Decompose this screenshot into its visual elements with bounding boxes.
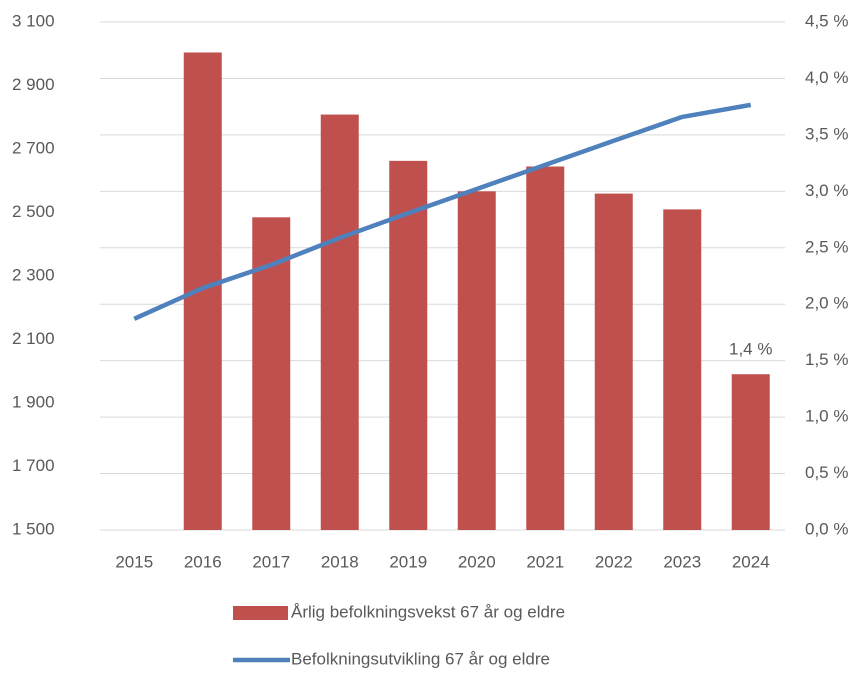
y-tick-label: 1 500 — [12, 519, 55, 538]
x-tick-label: 2024 — [732, 552, 770, 571]
y-tick-label: 2 100 — [12, 329, 55, 348]
x-tick-label: 2018 — [321, 552, 359, 571]
bar — [526, 166, 565, 530]
legend-label: Befolkningsutvikling 67 år og eldre — [291, 649, 550, 668]
y2-tick-label: 0,5 % — [805, 463, 848, 482]
x-tick-label: 2016 — [184, 552, 222, 571]
legend-swatch — [233, 606, 288, 620]
x-tick-label: 2019 — [389, 552, 427, 571]
x-tick-label: 2015 — [115, 552, 153, 571]
x-tick-label: 2020 — [458, 552, 496, 571]
y2-tick-label: 2,5 % — [805, 237, 848, 256]
x-tick-label: 2023 — [663, 552, 701, 571]
bar — [731, 374, 770, 530]
bar — [663, 209, 702, 530]
y2-tick-label: 3,5 % — [805, 124, 848, 143]
y2-tick-label: 1,0 % — [805, 407, 848, 426]
x-tick-label: 2022 — [595, 552, 633, 571]
bar — [320, 114, 359, 531]
y2-tick-label: 4,0 % — [805, 68, 848, 87]
y-tick-label: 3 100 — [12, 11, 55, 30]
bar — [594, 193, 633, 530]
bar — [183, 52, 222, 530]
y-tick-label: 1 700 — [12, 456, 55, 475]
bar — [389, 160, 428, 530]
line — [133, 102, 752, 321]
y2-tick-label: 2,0 % — [805, 294, 848, 313]
x-tick-label: 2017 — [252, 552, 290, 571]
y2-tick-label: 3,0 % — [805, 181, 848, 200]
x-tick-label: 2021 — [526, 552, 564, 571]
y2-tick-label: 1,5 % — [805, 350, 848, 369]
y-tick-label: 2 500 — [12, 202, 55, 221]
bar — [457, 191, 496, 531]
legend-label: Årlig befolkningsvekst 67 år og eldre — [291, 602, 565, 621]
y-tick-label: 2 900 — [12, 75, 55, 94]
data-label: 1,4 % — [729, 340, 772, 359]
y2-tick-label: 4,5 % — [805, 11, 848, 30]
y-tick-label: 2 700 — [12, 138, 55, 157]
y2-tick-label: 0,0 % — [805, 519, 848, 538]
y-tick-label: 1 900 — [12, 392, 55, 411]
y-tick-label: 2 300 — [12, 265, 55, 284]
